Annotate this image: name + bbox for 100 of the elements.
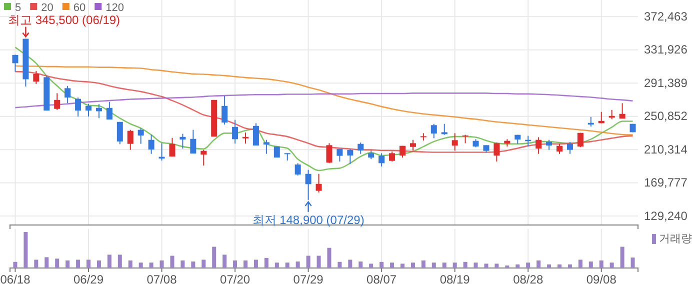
bar [76, 260, 80, 268]
bar [107, 254, 112, 268]
x-tick-label: 08/07 [366, 272, 397, 287]
x-tick-label: 09/08 [586, 272, 617, 287]
candlestick [420, 132, 426, 141]
bar [620, 246, 624, 268]
bar [358, 262, 363, 268]
candlestick [284, 152, 290, 161]
bar [233, 260, 238, 268]
line-series [14, 65, 634, 136]
bar [505, 265, 510, 268]
candlestick [33, 70, 40, 84]
bar [547, 264, 552, 268]
candlestick [378, 152, 385, 167]
bar [348, 260, 352, 268]
candlestick [546, 139, 552, 150]
bar [432, 262, 436, 268]
candlestick [252, 122, 259, 146]
candlestick [326, 142, 332, 164]
bar [442, 262, 446, 268]
bar [96, 260, 101, 268]
bar [306, 256, 310, 268]
x-tick-label: 06/29 [73, 272, 104, 287]
candlestick [494, 142, 500, 162]
bar [516, 264, 520, 268]
legend-label: 120 [106, 2, 124, 14]
candlestick [180, 133, 186, 150]
candlestick [347, 148, 354, 164]
candlestick [441, 123, 448, 136]
bar [13, 262, 18, 268]
candlestick [116, 121, 123, 145]
x-tick-label: 07/08 [146, 272, 178, 287]
candlestick [430, 123, 437, 139]
candlestick [169, 137, 176, 157]
legend-label: 거래량 [659, 233, 692, 245]
bar [128, 260, 132, 268]
bar [191, 262, 196, 268]
y-tick-label: 250,852 [644, 109, 688, 124]
bar [254, 260, 258, 268]
bar [380, 262, 384, 268]
legend-label: 20 [41, 2, 54, 14]
bar [212, 246, 216, 268]
bar [264, 258, 268, 268]
candlestick [106, 101, 112, 120]
x-tick-label: 07/20 [220, 272, 250, 287]
bar [474, 262, 478, 268]
bar [285, 262, 290, 268]
candlestick [294, 162, 301, 176]
bar [463, 262, 468, 268]
candlestick [86, 103, 92, 118]
bar [610, 262, 614, 268]
candlestick [138, 128, 144, 144]
candlestick [148, 134, 154, 154]
bar [138, 262, 143, 268]
candlestick [75, 97, 82, 118]
bar [34, 260, 38, 268]
candlestick [389, 150, 396, 162]
legend-label: 60 [73, 2, 86, 14]
bar [316, 256, 321, 268]
candlestick [242, 132, 248, 144]
candlestick [54, 92, 60, 110]
annotation: 최고 345,500 (06/19) [8, 12, 120, 27]
line-series [14, 46, 634, 172]
bar [170, 256, 174, 268]
candlestick [12, 54, 18, 72]
bar [160, 260, 164, 268]
candlestick [127, 129, 134, 150]
bar [338, 262, 342, 268]
bar [24, 232, 28, 268]
legend-label: 5 [15, 2, 22, 14]
candlestick [619, 102, 626, 120]
bar [578, 260, 582, 268]
bar [66, 260, 70, 268]
bar [630, 258, 635, 268]
bar [484, 264, 488, 268]
bar [44, 257, 49, 268]
bar [390, 262, 394, 268]
candlestick [305, 169, 312, 200]
y-tick-label: 129,240 [644, 208, 688, 223]
candlestick [566, 141, 573, 154]
bar [536, 260, 541, 268]
bar [180, 260, 185, 268]
bar [296, 262, 300, 268]
candlestick [222, 95, 228, 126]
candlestick [577, 132, 584, 148]
y-tick-label: 210,314 [644, 142, 688, 156]
bar [400, 264, 404, 268]
bar [222, 254, 227, 268]
x-tick-label: 07/29 [293, 272, 324, 287]
bar [588, 262, 593, 268]
bar [599, 260, 604, 268]
bar [568, 264, 572, 268]
bar [149, 262, 154, 268]
candlestick [64, 85, 71, 104]
x-tick-label: 08/28 [513, 272, 544, 287]
x-tick-label: 08/19 [440, 272, 470, 287]
bar [86, 260, 90, 268]
candlestick [588, 116, 594, 128]
x-tick-label: 06/18 [0, 272, 31, 287]
candlestick [536, 136, 542, 154]
